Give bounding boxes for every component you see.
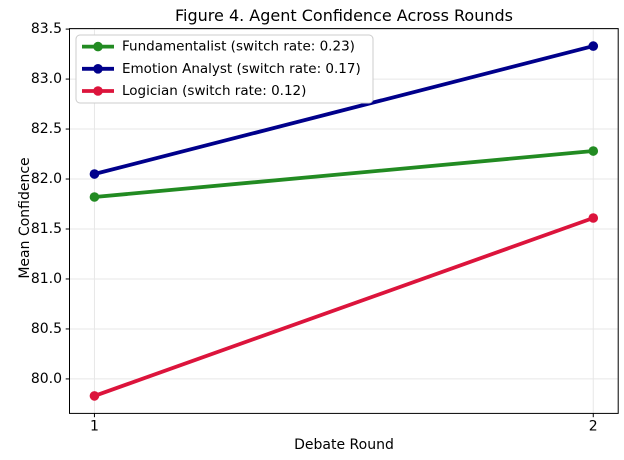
legend-item-label: Fundamentalist (switch rate: 0.23): [122, 39, 355, 55]
y-tick-label: 81.5: [31, 221, 62, 237]
y-tick-label: 82.0: [31, 171, 62, 187]
data-point-logician-round-2: [588, 213, 599, 223]
legend-box: [75, 34, 374, 104]
x-tick-label: 2: [589, 418, 598, 434]
y-tick-label: 80.5: [31, 321, 62, 337]
data-point-emotion-analyst-round-1: [89, 169, 100, 179]
data-point-emotion-analyst-round-2: [588, 41, 599, 51]
legend-marker-sample: [93, 64, 103, 74]
legend-marker-sample: [93, 86, 103, 96]
x-axis-label: Debate Round: [294, 437, 394, 453]
legend-marker-sample: [93, 41, 103, 52]
series-line-fundamentalist: [92, 149, 596, 199]
y-tick-label: 82.5: [31, 121, 62, 137]
y-tick-label: 83.5: [31, 21, 62, 37]
y-tick-label: 81.0: [31, 271, 62, 287]
data-point-fundamentalist-round-2: [588, 146, 599, 156]
legend-item-label: Logician (switch rate: 0.12): [122, 83, 306, 99]
series-line-logician: [92, 216, 596, 398]
axes-box: [69, 28, 619, 414]
data-point-logician-round-1: [89, 391, 100, 401]
x-tick-label: 1: [90, 418, 99, 434]
legend-item-label: Emotion Analyst (switch rate: 0.17): [122, 61, 361, 77]
y-tick-label: 83.0: [31, 71, 62, 87]
series-line-emotion-analyst: [92, 44, 596, 176]
y-tick-label: 80.0: [31, 371, 62, 387]
data-point-fundamentalist-round-1: [89, 192, 100, 202]
chart-title: Figure 4. Agent Confidence Across Rounds: [175, 6, 513, 25]
